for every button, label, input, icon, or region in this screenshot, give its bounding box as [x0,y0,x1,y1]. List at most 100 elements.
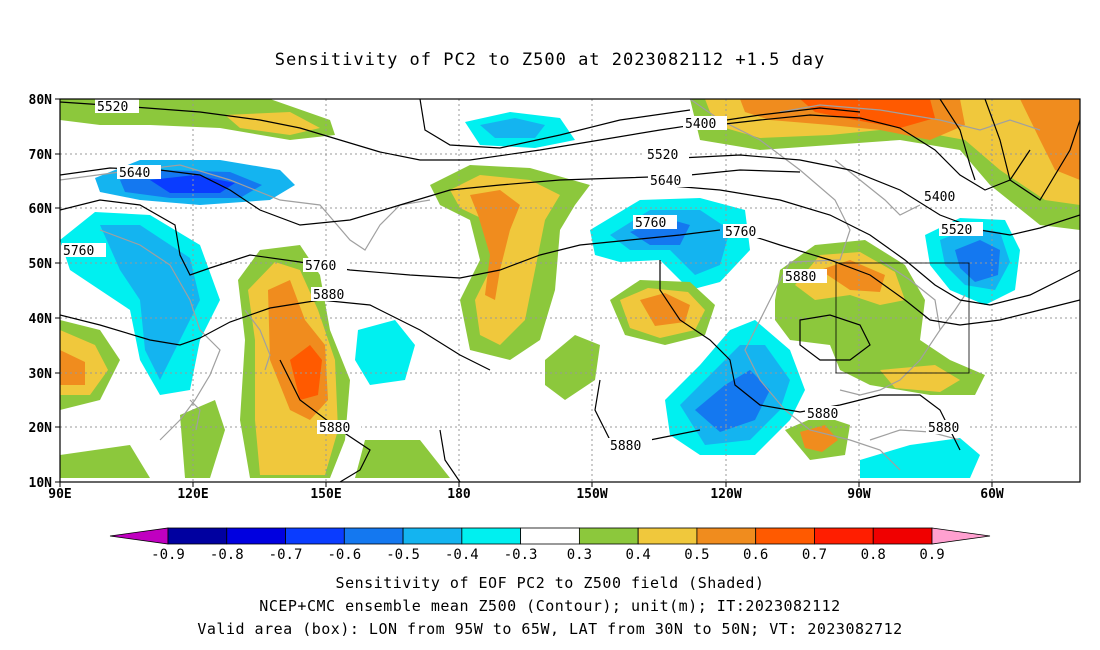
colorbar-swatch [285,527,345,545]
colorbar-label: 0.6 [743,547,768,563]
footer-line-1: Sensitivity of EOF PC2 to Z500 field (Sh… [335,574,765,592]
coastlines [60,99,1041,471]
colorbar-swatch [402,527,463,545]
contour-top-right2 [984,99,1080,201]
shade-negative-east-pacific-06 [695,370,770,432]
contour-label: 5520 [647,148,678,163]
shade-negative-central-pacific [355,320,415,385]
lat-tick-label: 20N [29,421,53,436]
colorbar-swatch [872,527,933,545]
colorbar-label: 0.9 [919,547,944,563]
contour-label: 5880 [610,439,641,454]
colorbar-swatch [343,527,404,545]
colorbar-swatch [637,527,698,545]
map-frame [59,98,1081,483]
latitude-labels: 80N 70N 60N 50N 40N 30N 20N 10N [29,93,53,491]
colorbar-label: -0.5 [386,547,420,563]
contour-5880-pacific [279,359,371,482]
lat-tick-label: 10N [29,476,53,491]
colorbar-swatch [461,527,522,545]
contour-5880-east [659,260,961,451]
colorbar-swatch [814,527,874,545]
shade-positive-dateline-04 [450,175,560,345]
contour-5760-east [739,231,1080,326]
lon-tick-label: 180 [447,487,471,502]
shade-positive-arctic-right [1020,99,1080,180]
shade-positive-150w [545,335,600,400]
colorbar-swatch [226,527,286,545]
chart-title: Sensitivity of PC2 to Z500 at 2023082112… [274,50,826,70]
colorbar-label: -0.9 [151,547,185,563]
contour-5880-loop [799,314,871,361]
shade-positive-gulf [880,365,960,392]
shade-negative-china-05 [100,225,200,380]
z500-contours [60,99,1080,482]
contour-label: 5400 [685,117,716,132]
lat-tick-label: 50N [29,257,53,272]
shade-positive-bottomleft [60,445,150,478]
colorbar-label: 0.7 [802,547,827,563]
contour-label: 5880 [928,421,959,436]
colorbar-label: -0.6 [327,547,361,563]
lon-tick-label: 60W [980,487,1004,502]
colorbar-label: 0.5 [684,547,709,563]
lat-tick-label: 40N [29,312,53,327]
shade-positive-dateline-05 [470,190,520,300]
contour-5880-west [60,299,491,371]
contour-label: 5760 [305,259,336,274]
contour-label: 5880 [807,407,838,422]
colorbar-arrow-max [931,527,991,545]
lon-tick-label: 90W [847,487,871,502]
colorbar-label: 0.4 [626,547,651,563]
colorbar-label: -0.8 [210,547,244,563]
valid-area-box [835,262,970,374]
colorbar-label: -0.7 [269,547,303,563]
contour-mid-arc [419,99,691,149]
footer-line-2: NCEP+CMC ensemble mean Z500 (Contour); u… [259,597,841,615]
footer-line-3: Valid area (box): LON from 95W to 65W, L… [197,620,903,638]
contour-label: 5880 [313,288,344,303]
contour-label: 5880 [319,421,350,436]
shade-positive-topleft-04 [225,112,320,135]
lon-tick-label: 150W [576,487,607,502]
contour-label: 5400 [924,190,955,205]
contour-labels: 5520 5640 5760 5880 5760 5880 5880 5400 … [62,99,983,454]
contour-label: 5640 [119,166,150,181]
colorbar: -0.9 -0.8 -0.7 -0.6 -0.5 -0.4 -0.3 0.3 0.4 0.5 0.6… [109,527,991,563]
contour-label: 5760 [635,216,666,231]
contour-label: 5760 [63,244,94,259]
shade-positive-arctic-04 [705,99,1080,205]
contour-label: 5640 [650,174,681,189]
colorbar-swatch [755,527,815,545]
colorbar-arrow-min [109,527,169,545]
colorbar-swatch [520,527,580,545]
map-grid [60,99,1080,482]
lat-tick-label: 70N [29,148,53,163]
shade-positive-140w-05 [640,293,690,326]
colorbar-label: -0.3 [504,547,538,563]
axis-ticks [55,98,993,487]
lat-tick-label: 30N [29,367,53,382]
shade-positive-caribbean-05 [800,425,838,452]
contour-5520-east [679,154,1080,236]
shade-negative-aleutian-05 [480,118,545,138]
contour-5760-loop [439,429,461,482]
contour-5520 [60,101,861,161]
colorbar-label: 0.3 [567,547,592,563]
lat-tick-label: 60N [29,202,53,217]
lon-tick-label: 150E [310,487,341,502]
lat-tick-label: 80N [29,93,53,108]
contour-label: 5520 [941,223,972,238]
shade-negative-caribbean [860,438,980,478]
lon-tick-label: 90E [48,487,71,502]
colorbar-label: -0.4 [445,547,479,563]
lon-tick-label: 120E [177,487,208,502]
contour-top-right [939,99,976,181]
longitude-labels: 90E 120E 150E 180 150W 120W 90W 60W [48,487,1004,502]
contour-label: 5880 [785,270,816,285]
shade-negative-nw-atlantic-06 [955,240,1000,282]
contour-5400-east [689,114,1031,191]
colorbar-swatch [167,527,228,545]
shade-positive-philippines-south [355,440,450,478]
